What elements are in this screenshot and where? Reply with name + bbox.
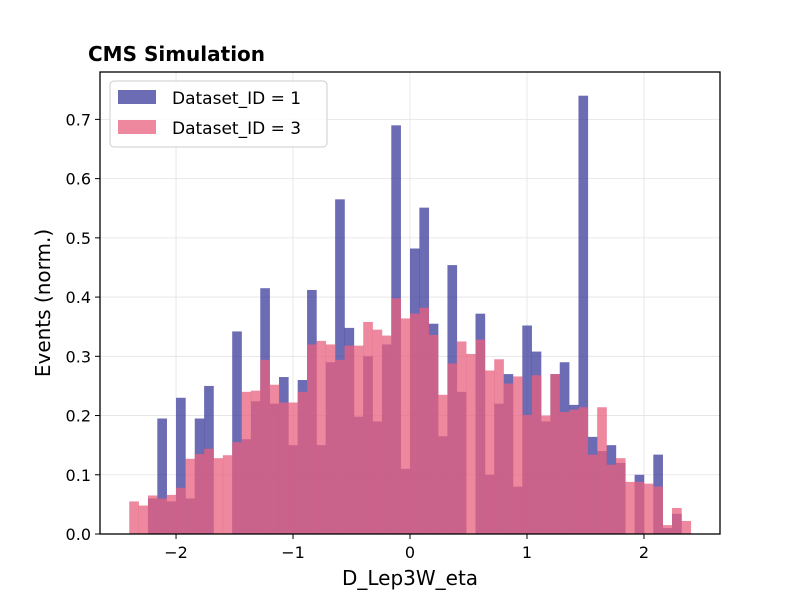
bar-series-2-bin-53 [625,481,635,534]
bar-series-2-bin-56 [653,486,663,534]
bar-series-2-bin-10 [222,455,233,534]
axis-ticks: −2 −1 0 1 2 0.0 0.1 0.2 0.3 0.4 0.5 0.6 0.7 [66,110,650,562]
bar-series-2-bin-1 [138,505,149,534]
bar-series-2-bin-18 [297,391,308,534]
bar-series-2-bin-25 [363,321,373,534]
bar-series-1-bin-5 [176,397,186,534]
bar-series-1-bin-48 [578,95,589,534]
bar-series-1-bin-3 [157,418,167,534]
y-tick-label-2: 0.2 [66,407,91,426]
bar-series-2-bin-4 [166,494,177,534]
y-tick-label-7: 0.7 [66,110,91,129]
x-tick-label-3: 1 [522,543,532,562]
bar-series-2-bin-26 [372,329,383,534]
bar-series-2-bin-36 [466,353,476,534]
y-tick-label-5: 0.5 [66,229,91,248]
x-tick-label-2: 0 [405,543,415,562]
bar-series-2-bin-43 [531,375,542,534]
bar-series-2-bin-49 [587,454,598,534]
bar-series-2-bin-3 [157,498,167,534]
bar-series-2-bin-21 [325,344,336,534]
bar-series-2-bin-51 [606,464,617,534]
bar-series-2-bin-35 [456,341,467,534]
bar-series-2-bin-57 [662,525,673,534]
bar-series-2-bin-44 [541,415,551,534]
bar-series-2-bin-39 [494,359,504,534]
y-tick-label-6: 0.6 [66,170,91,189]
bar-series-2-bin-30 [410,313,420,534]
bar-series-2-bin-28 [391,298,401,534]
bar-series-2-bin-24 [353,345,364,534]
legend: Dataset_ID = 1 Dataset_ID = 3 [109,80,328,148]
chart-title: CMS Simulation [88,42,265,66]
x-tick-label-4: 2 [639,543,649,562]
bar-series-2-bin-50 [597,407,607,534]
bar-series-2-bin-32 [428,334,439,534]
bar-series-2-bin-34 [447,363,458,534]
bar-series-2-bin-40 [503,383,514,534]
legend-swatch-dataset-3 [118,120,156,134]
bar-series-2-bin-11 [232,442,242,534]
bar-series-2-bin-16 [278,402,289,534]
bar-series-2-bin-0 [129,501,139,534]
bar-series-2-bin-31 [419,307,430,534]
legend-frame [109,80,328,148]
y-tick-label-4: 0.4 [66,288,91,307]
bar-series-2-bin-8 [204,448,214,534]
bar-series-2-bin-42 [522,414,532,534]
bar-series-2-bin-20 [316,340,327,534]
bar-series-2-bin-41 [512,376,523,534]
series-2-bars [129,298,692,534]
bar-series-2-bin-55 [643,483,654,534]
bar-series-2-bin-6 [185,458,196,534]
bar-series-2-bin-54 [634,481,645,534]
bar-series-2-bin-23 [344,345,355,534]
bar-series-2-bin-48 [578,407,589,534]
bar-series-2-bin-37 [475,339,486,534]
bar-series-2-bin-13 [250,390,261,534]
bar-series-2-bin-14 [260,359,270,534]
bar-series-2-bin-38 [484,370,495,534]
legend-label-dataset-3: Dataset_ID = 3 [172,119,301,139]
x-tick-label-1: −1 [281,543,305,562]
bar-series-2-bin-12 [241,391,252,534]
bar-series-2-bin-5 [176,487,186,534]
bar-series-2-bin-45 [550,374,561,534]
x-axis-label: D_Lep3W_eta [342,566,478,590]
bar-series-2-bin-7 [194,454,205,534]
bar-series-2-bin-17 [288,402,298,534]
bar-series-2-bin-59 [681,520,692,534]
bar-series-2-bin-29 [400,318,411,534]
bar-series-1-bin-11 [232,331,242,534]
x-tick-label-0: −2 [164,543,188,562]
bar-series-2-bin-9 [213,458,224,534]
bar-series-2-bin-15 [269,384,280,534]
bar-series-2-bin-58 [672,507,682,534]
bar-series-2-bin-22 [335,359,345,534]
y-tick-label-1: 0.1 [66,466,91,485]
y-tick-label-0: 0.0 [66,525,91,544]
legend-label-dataset-1: Dataset_ID = 1 [172,89,301,109]
y-tick-label-3: 0.3 [66,347,91,366]
bar-series-2-bin-27 [381,335,392,534]
bar-series-2-bin-2 [147,495,158,534]
legend-swatch-dataset-1 [118,90,156,104]
bar-series-2-bin-19 [307,344,317,534]
bar-series-2-bin-46 [559,411,570,534]
bar-series-2-bin-33 [438,394,448,534]
y-axis-label: Events (norm.) [31,229,55,377]
bar-series-2-bin-47 [569,409,579,534]
bar-series-2-bin-52 [615,458,626,534]
histogram-bars [129,95,692,535]
